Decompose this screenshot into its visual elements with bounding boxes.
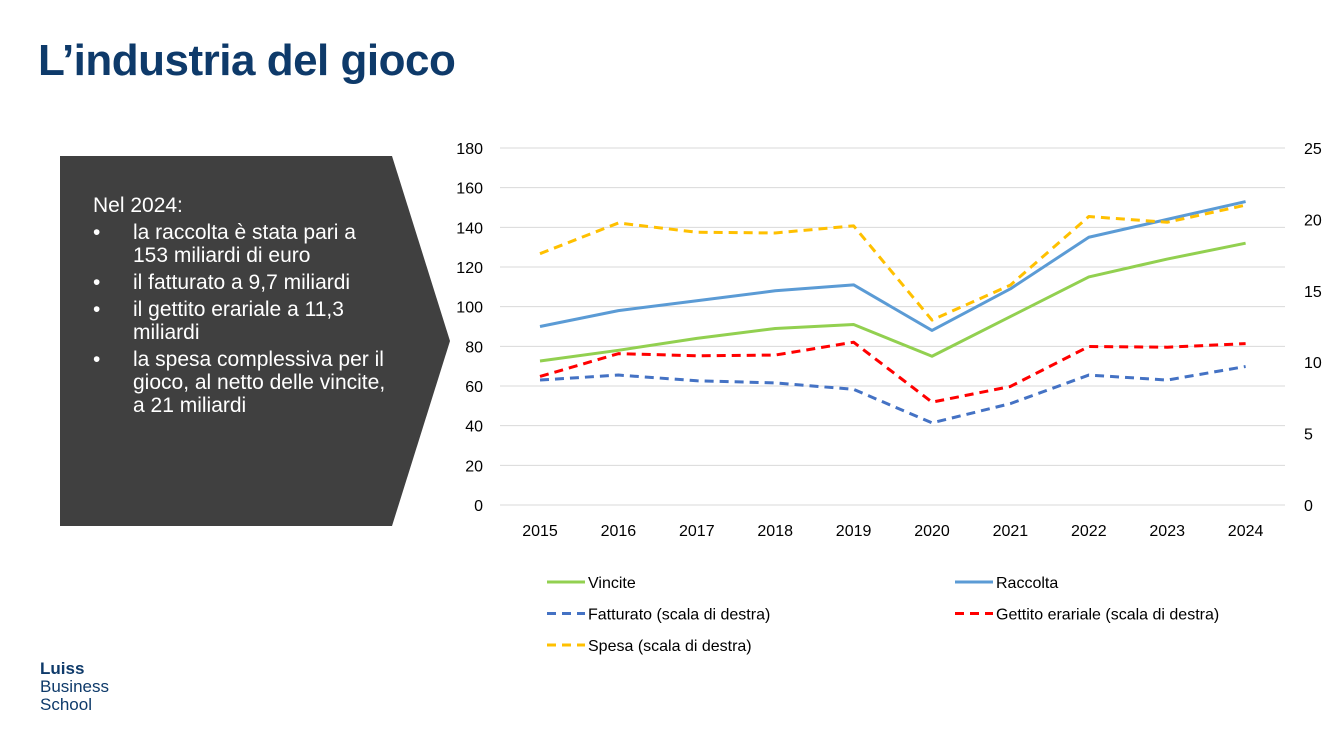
- y-left-tick-label: 180: [456, 141, 483, 158]
- page-title: L’industria del gioco: [38, 36, 456, 85]
- x-tick-label: 2021: [993, 523, 1029, 540]
- legend-label: Vincite: [588, 575, 636, 592]
- series-line-spesa: [539, 203, 1246, 322]
- y-right-tick-label: 15: [1304, 284, 1322, 301]
- y-left-tick-label: 60: [465, 379, 483, 396]
- callout-text: Nel 2024: la raccolta è stata pari a 153…: [93, 194, 393, 417]
- logo-line: Luiss: [40, 659, 85, 678]
- legend-label: Fatturato (scala di destra): [588, 607, 770, 624]
- y-right-tick-label: 10: [1304, 355, 1322, 372]
- logo-line: Business: [40, 677, 109, 696]
- y-right-tick-label: 20: [1304, 212, 1322, 229]
- y-right-tick-label: 0: [1304, 498, 1313, 515]
- x-tick-label: 2023: [1149, 523, 1185, 540]
- legend-label: Raccolta: [996, 575, 1058, 592]
- series-line-vincite: [539, 241, 1246, 363]
- callout-bullet: la spesa complessiva per il gioco, al ne…: [93, 348, 393, 417]
- x-tick-label: 2017: [679, 523, 715, 540]
- y-right-tick-label: 25: [1304, 141, 1322, 158]
- x-tick-label: 2019: [836, 523, 872, 540]
- callout-bullet: la raccolta è stata pari a 153 miliardi …: [93, 221, 393, 267]
- y-left-tick-label: 140: [456, 220, 483, 237]
- y-left-tick-label: 120: [456, 260, 483, 277]
- y-left-tick-label: 80: [465, 339, 483, 356]
- x-tick-label: 2018: [757, 523, 793, 540]
- legend-label: Spesa (scala di destra): [588, 638, 752, 655]
- y-left-tick-label: 160: [456, 181, 483, 198]
- series-line-fatturato: [539, 365, 1246, 425]
- logo-line: School: [40, 695, 92, 714]
- x-tick-label: 2015: [522, 523, 558, 540]
- y-left-tick-label: 0: [474, 498, 483, 515]
- y-right-tick-label: 5: [1304, 427, 1313, 444]
- callout-bullet: il fatturato a 9,7 miliardi: [93, 271, 393, 294]
- legend-label: Gettito erariale (scala di destra): [996, 607, 1219, 624]
- y-left-tick-label: 20: [465, 458, 483, 475]
- callout-heading: Nel 2024:: [93, 194, 183, 217]
- x-tick-label: 2020: [914, 523, 950, 540]
- y-left-tick-label: 100: [456, 300, 483, 317]
- x-tick-label: 2024: [1228, 523, 1264, 540]
- series-line-raccolta: [539, 200, 1246, 332]
- x-tick-label: 2016: [601, 523, 637, 540]
- callout-bullet: il gettito erariale a 11,3 miliardi: [93, 298, 393, 344]
- logo: Luiss Business School: [40, 660, 109, 714]
- series-line-gettito: [539, 340, 1246, 404]
- y-left-tick-label: 40: [465, 419, 483, 436]
- x-tick-label: 2022: [1071, 523, 1107, 540]
